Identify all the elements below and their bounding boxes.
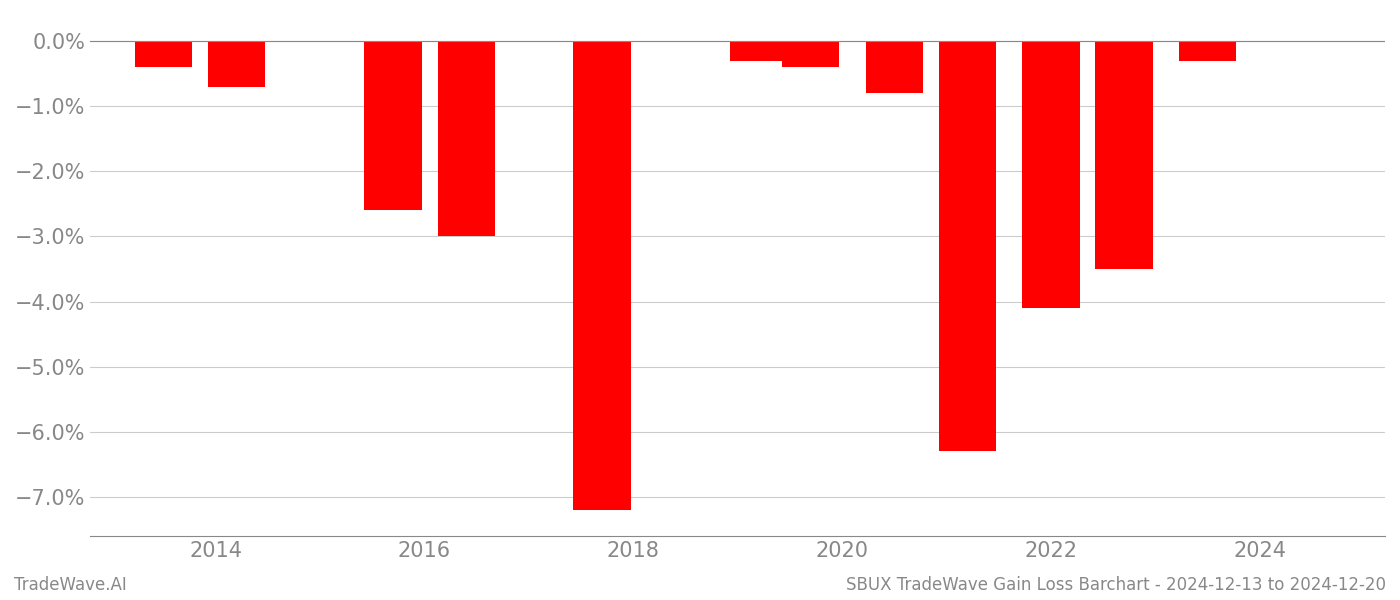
Bar bbox=[573, 41, 630, 510]
Bar bbox=[438, 41, 496, 236]
Bar bbox=[1095, 41, 1152, 269]
Bar bbox=[364, 41, 421, 211]
Bar bbox=[938, 41, 995, 451]
Bar bbox=[783, 41, 840, 67]
Text: TradeWave.AI: TradeWave.AI bbox=[14, 576, 127, 594]
Bar bbox=[865, 41, 923, 93]
Bar bbox=[207, 41, 265, 86]
Bar bbox=[729, 41, 787, 61]
Text: SBUX TradeWave Gain Loss Barchart - 2024-12-13 to 2024-12-20: SBUX TradeWave Gain Loss Barchart - 2024… bbox=[846, 576, 1386, 594]
Bar bbox=[134, 41, 192, 67]
Bar bbox=[1022, 41, 1079, 308]
Bar bbox=[1179, 41, 1236, 61]
